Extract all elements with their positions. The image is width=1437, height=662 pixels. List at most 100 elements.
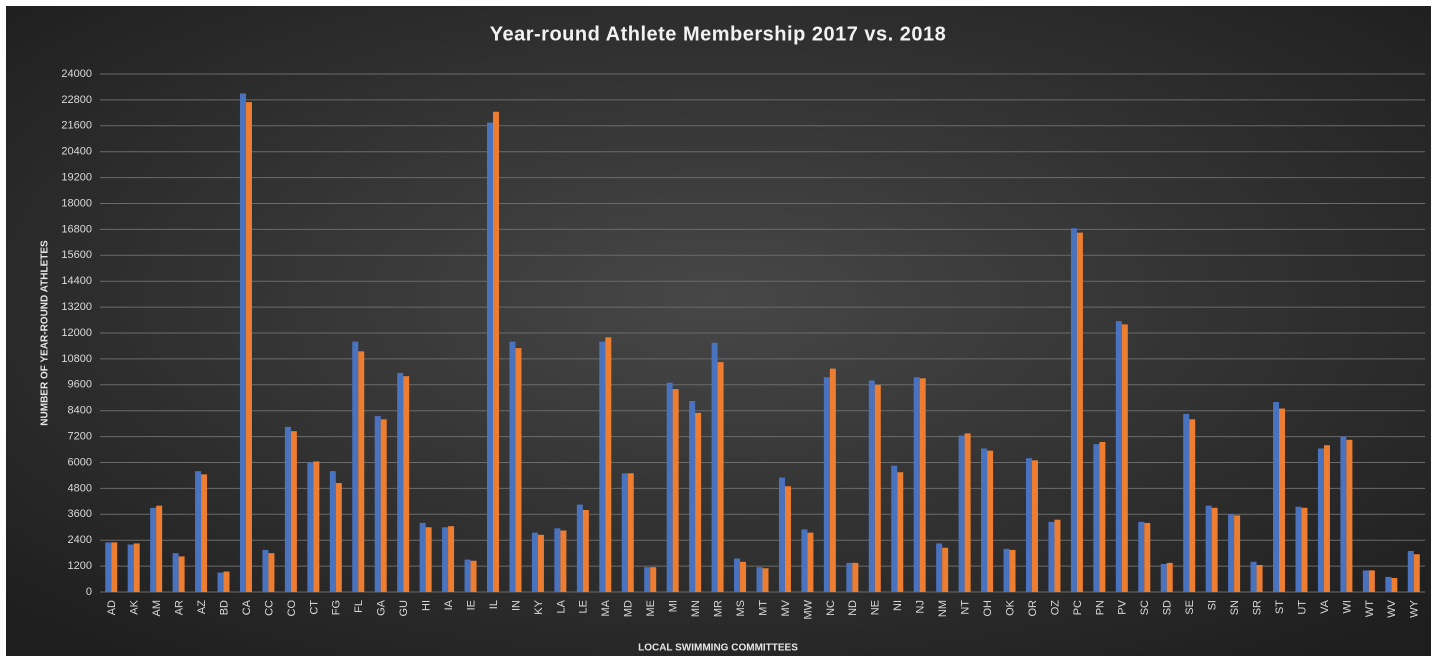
chart-title: Year-round Athlete Membership 2017 vs. 2… — [490, 23, 947, 45]
bar — [313, 461, 320, 592]
bar — [1273, 402, 1280, 592]
bar — [987, 450, 994, 592]
bar — [397, 372, 404, 592]
bar — [740, 561, 747, 592]
bar — [1256, 565, 1263, 592]
x-tick-label: LA — [555, 599, 567, 613]
bar — [554, 528, 561, 592]
bar — [425, 527, 432, 592]
bar — [448, 526, 455, 592]
bar — [778, 477, 785, 592]
bar — [1093, 444, 1100, 592]
bar — [644, 567, 651, 592]
x-tick-label: IN — [510, 600, 522, 611]
x-tick-label: NE — [870, 600, 882, 615]
bar — [419, 522, 426, 592]
x-tick-label: MT — [757, 600, 769, 616]
bar — [1250, 561, 1257, 592]
bar — [958, 435, 965, 592]
bar — [1031, 460, 1038, 592]
bar — [509, 341, 516, 592]
y-tick-label: 3600 — [68, 508, 92, 520]
bar — [1362, 570, 1369, 592]
x-tick-label: VA — [1319, 599, 1331, 614]
x-tick-label: CT — [308, 600, 320, 615]
x-tick-label: MD — [623, 600, 635, 617]
bar — [1115, 321, 1122, 592]
bar — [717, 362, 724, 592]
bar — [756, 567, 763, 592]
y-tick-label: 13200 — [61, 301, 92, 313]
bar — [156, 505, 163, 592]
bar — [1205, 505, 1212, 592]
bar — [1346, 439, 1353, 592]
y-tick-label: 2400 — [68, 534, 92, 546]
bar — [784, 486, 791, 592]
bar — [172, 553, 179, 592]
x-tick-label: SD — [1162, 600, 1174, 615]
bar — [762, 568, 769, 592]
x-tick-label: MI — [668, 600, 680, 612]
x-tick-label: GU — [398, 600, 410, 617]
x-tick-label: KY — [533, 599, 545, 614]
x-tick-label: MA — [600, 599, 612, 616]
bar — [493, 111, 500, 592]
bar — [105, 542, 112, 592]
x-axis-title: LOCAL SWIMMING COMMITTEES — [638, 643, 798, 654]
x-tick-label: ST — [1274, 600, 1286, 614]
y-tick-label: 0 — [86, 586, 92, 598]
bar — [1070, 228, 1077, 592]
bar — [1138, 521, 1145, 592]
bar — [1385, 576, 1392, 592]
x-tick-label: MR — [712, 600, 724, 617]
x-tick-label: OR — [1027, 600, 1039, 617]
x-tick-label: NT — [960, 600, 972, 615]
x-tick-label: WT — [1364, 600, 1376, 617]
bar — [1025, 458, 1032, 592]
x-tick-label: WI — [1341, 600, 1353, 613]
x-tick-label: CC — [263, 600, 275, 616]
y-tick-label: 6000 — [68, 456, 92, 468]
x-tick-label: WV — [1386, 599, 1398, 617]
y-tick-label: 21600 — [61, 120, 92, 132]
x-tick-label: OZ — [1049, 600, 1061, 616]
x-tick-label: SC — [1139, 600, 1151, 615]
bar — [605, 337, 612, 592]
x-tick-label: IA — [443, 599, 455, 610]
y-tick-label: 15600 — [61, 249, 92, 261]
bar — [1391, 577, 1398, 592]
bar — [599, 341, 606, 592]
bar — [1317, 448, 1324, 592]
x-tick-label: FL — [353, 600, 365, 613]
bar — [689, 400, 696, 592]
x-tick-label: AD — [106, 600, 118, 615]
x-tick-label: PC — [1072, 600, 1084, 615]
bar — [329, 471, 336, 592]
x-tick-label: SE — [1184, 600, 1196, 615]
bar — [1183, 413, 1190, 592]
bar — [239, 93, 246, 593]
bar — [650, 567, 657, 592]
bar — [695, 412, 702, 592]
bar — [201, 474, 208, 592]
bar — [919, 378, 926, 592]
x-tick-label: SN — [1229, 600, 1241, 615]
x-tick-label: WY — [1409, 599, 1421, 617]
bar — [1211, 507, 1218, 592]
bar — [245, 102, 252, 592]
bar — [358, 351, 365, 592]
bar — [470, 560, 477, 592]
bar — [290, 431, 297, 592]
y-tick-label: 18000 — [61, 197, 92, 209]
y-tick-label: 22800 — [61, 94, 92, 106]
x-tick-label: ME — [645, 600, 657, 617]
x-tick-label: PV — [1117, 599, 1129, 614]
bar — [734, 558, 741, 592]
bar — [1099, 441, 1106, 592]
bar — [1076, 232, 1083, 592]
y-tick-label: 4800 — [68, 482, 92, 494]
bar — [217, 572, 224, 592]
bar — [127, 544, 134, 592]
bar — [672, 389, 679, 592]
